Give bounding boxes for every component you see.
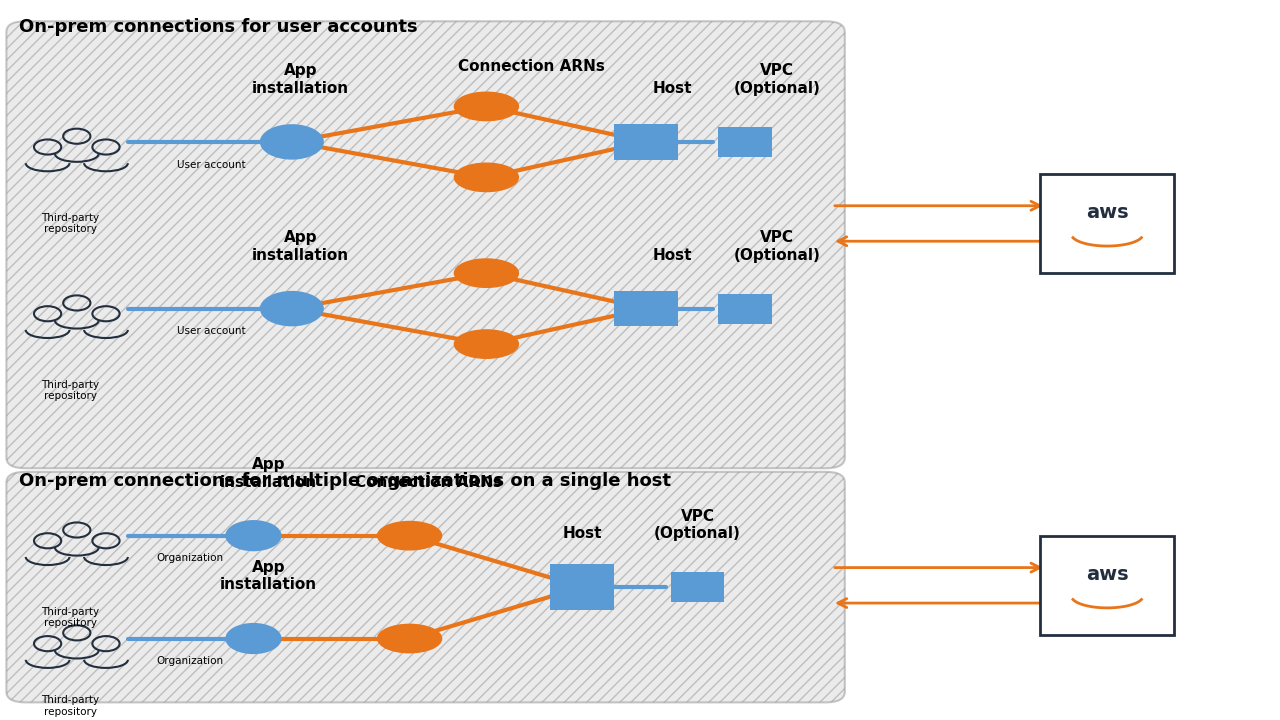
FancyBboxPatch shape (6, 472, 845, 703)
Ellipse shape (454, 163, 518, 192)
Text: Organization: Organization (156, 656, 223, 666)
Circle shape (260, 291, 324, 326)
FancyBboxPatch shape (6, 22, 845, 468)
Text: VPC
(Optional): VPC (Optional) (654, 508, 741, 541)
Ellipse shape (454, 92, 518, 121)
Circle shape (225, 623, 282, 654)
Text: App
installation: App installation (220, 560, 317, 593)
Text: Host: Host (653, 81, 691, 96)
Text: User account: User account (177, 326, 246, 336)
Text: VPC
(Optional): VPC (Optional) (733, 63, 820, 96)
Text: On-prem connections for multiple organizations on a single host: On-prem connections for multiple organiz… (19, 472, 671, 490)
Text: Third-party
repository: Third-party repository (41, 213, 100, 235)
Text: Host: Host (563, 526, 602, 541)
FancyBboxPatch shape (718, 294, 772, 323)
FancyBboxPatch shape (614, 124, 678, 160)
Text: App
installation: App installation (220, 457, 317, 490)
Text: Third-party
repository: Third-party repository (41, 696, 100, 717)
Text: App
installation: App installation (252, 63, 349, 96)
Text: Third-party
repository: Third-party repository (41, 607, 100, 629)
Text: User account: User account (177, 160, 246, 170)
FancyBboxPatch shape (614, 291, 678, 326)
FancyBboxPatch shape (1039, 536, 1175, 635)
Ellipse shape (378, 521, 442, 550)
Text: Connection ARNs: Connection ARNs (356, 474, 502, 490)
Text: VPC
(Optional): VPC (Optional) (733, 230, 820, 263)
Text: Organization: Organization (156, 554, 223, 564)
Text: Host: Host (653, 248, 691, 263)
Text: App
installation: App installation (252, 230, 349, 263)
Ellipse shape (454, 259, 518, 287)
Text: Connection ARNs: Connection ARNs (458, 60, 604, 74)
Text: Third-party
repository: Third-party repository (41, 379, 100, 401)
Text: aws: aws (1085, 565, 1129, 584)
FancyBboxPatch shape (550, 564, 614, 610)
Text: On-prem connections for user accounts: On-prem connections for user accounts (19, 18, 417, 36)
Text: aws: aws (1085, 203, 1129, 222)
Ellipse shape (378, 624, 442, 653)
Ellipse shape (454, 330, 518, 359)
Circle shape (225, 520, 282, 552)
FancyBboxPatch shape (1039, 174, 1175, 273)
FancyBboxPatch shape (671, 572, 724, 602)
Circle shape (260, 124, 324, 160)
FancyBboxPatch shape (718, 127, 772, 157)
